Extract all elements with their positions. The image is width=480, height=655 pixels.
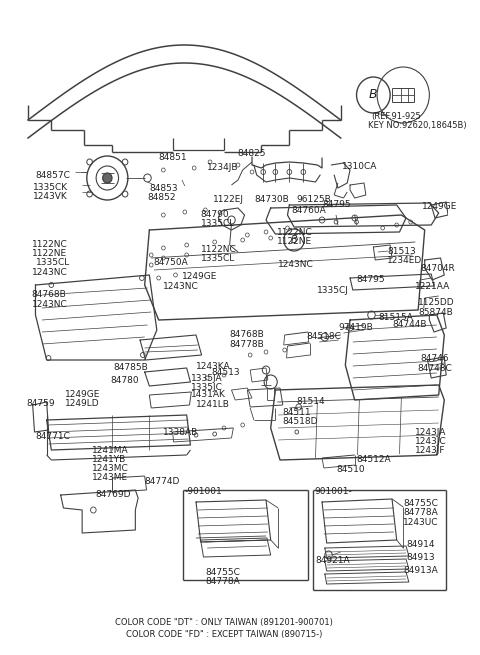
Text: 84750A: 84750A <box>153 258 188 267</box>
Text: 97419B: 97419B <box>338 323 372 332</box>
Text: 1243KA: 1243KA <box>196 362 230 371</box>
Text: 85874B: 85874B <box>418 308 453 317</box>
Text: 84785B: 84785B <box>114 363 149 372</box>
Text: -901001: -901001 <box>185 487 223 496</box>
Text: 84853: 84853 <box>149 184 178 193</box>
Text: 1249LD: 1249LD <box>65 399 100 408</box>
Text: 1249GE: 1249GE <box>182 272 217 281</box>
Text: 1243VK: 1243VK <box>33 192 67 201</box>
Text: 84913A: 84913A <box>403 566 438 575</box>
Text: 1249GE: 1249GE <box>65 390 101 399</box>
Text: 84755C: 84755C <box>403 499 438 508</box>
Text: 1125DD: 1125DD <box>418 298 455 307</box>
Text: 1310CA: 1310CA <box>342 162 377 171</box>
Text: 1243MC: 1243MC <box>92 464 128 473</box>
Text: 84778B: 84778B <box>229 340 264 349</box>
Text: 84768B: 84768B <box>32 290 67 299</box>
Text: 1243ME: 1243ME <box>92 473 128 482</box>
Text: 1335JC: 1335JC <box>192 383 223 392</box>
Text: 1241LB: 1241LB <box>196 400 230 409</box>
Text: 84518C: 84518C <box>306 332 341 341</box>
Text: 84778A: 84778A <box>205 577 240 586</box>
Text: 84857C: 84857C <box>36 171 71 180</box>
Text: 84921A: 84921A <box>315 556 350 565</box>
Text: 1234ED: 1234ED <box>387 256 422 265</box>
Text: 1335JA: 1335JA <box>192 374 223 383</box>
Text: 1335CK: 1335CK <box>33 183 68 192</box>
Text: 84730B: 84730B <box>255 195 289 204</box>
Text: 84774D: 84774D <box>144 477 180 486</box>
Text: 1122NE: 1122NE <box>277 237 312 246</box>
Text: B: B <box>369 88 378 102</box>
Text: 1243JA: 1243JA <box>415 428 447 437</box>
Text: 1243NC: 1243NC <box>32 268 68 277</box>
Text: 84913: 84913 <box>406 553 435 562</box>
Text: 84780: 84780 <box>110 376 139 385</box>
Text: 1335CL: 1335CL <box>201 219 235 228</box>
Text: 84755C: 84755C <box>205 568 240 577</box>
Text: KEY NO:92620,18645B): KEY NO:92620,18645B) <box>368 121 467 130</box>
Text: 1249GE: 1249GE <box>422 202 457 211</box>
Text: 1338AB: 1338AB <box>163 428 199 437</box>
Text: 1335CL: 1335CL <box>201 254 235 263</box>
Text: 84778A: 84778A <box>403 508 438 517</box>
Circle shape <box>103 173 112 183</box>
Text: 84746: 84746 <box>420 354 448 363</box>
Text: 84771C: 84771C <box>36 432 71 441</box>
Text: 1431AK: 1431AK <box>192 390 226 399</box>
Text: 84790: 84790 <box>201 210 229 219</box>
Text: COLOR CODE "FD" : EXCEPT TAIWAN (890715-): COLOR CODE "FD" : EXCEPT TAIWAN (890715-… <box>126 630 322 639</box>
Text: 84748C: 84748C <box>417 364 452 373</box>
Text: 901001-: 901001- <box>314 487 352 496</box>
Text: 84510: 84510 <box>336 465 365 474</box>
Text: 1221AA: 1221AA <box>415 282 451 291</box>
Text: 1241YB: 1241YB <box>92 455 126 464</box>
Text: 84760A: 84760A <box>291 206 326 215</box>
Text: 84759: 84759 <box>26 399 55 408</box>
Text: 1122NC: 1122NC <box>32 240 68 249</box>
Text: 1243UC: 1243UC <box>403 518 439 527</box>
Text: 81515A: 81515A <box>378 313 413 322</box>
Text: 81513: 81513 <box>387 247 416 256</box>
Text: 1241MA: 1241MA <box>92 446 128 455</box>
Text: 84518D: 84518D <box>282 417 317 426</box>
Text: 1243NC: 1243NC <box>163 282 199 291</box>
Text: 84795: 84795 <box>357 275 385 284</box>
Text: 84914: 84914 <box>406 540 434 549</box>
Text: 1234JB: 1234JB <box>207 163 239 172</box>
Text: 1243JC: 1243JC <box>415 437 447 446</box>
Text: 1243JF: 1243JF <box>415 446 446 455</box>
Text: 1335CL: 1335CL <box>36 258 70 267</box>
Text: 96125B: 96125B <box>297 195 332 204</box>
Text: 84512A: 84512A <box>357 455 391 464</box>
Text: (REF.91-925: (REF.91-925 <box>372 112 421 121</box>
Text: 84795: 84795 <box>322 200 351 209</box>
Text: 84852: 84852 <box>147 193 176 202</box>
Text: 84851: 84851 <box>159 153 187 162</box>
Text: 84768B: 84768B <box>229 330 264 339</box>
Text: 84744B: 84744B <box>392 320 427 329</box>
Text: 84704R: 84704R <box>420 264 455 273</box>
Text: 81514: 81514 <box>296 397 324 406</box>
Text: 1243NC: 1243NC <box>32 300 68 309</box>
Text: 1122EJ: 1122EJ <box>213 195 244 204</box>
Text: 1243NC: 1243NC <box>278 260 314 269</box>
Text: 84513: 84513 <box>211 368 240 377</box>
Text: 84769D: 84769D <box>95 490 131 499</box>
Text: 1122NC: 1122NC <box>201 245 237 254</box>
Text: 1122NC: 1122NC <box>277 228 313 237</box>
Text: COLOR CODE "DT" : ONLY TAIWAN (891201-900701): COLOR CODE "DT" : ONLY TAIWAN (891201-90… <box>115 618 333 627</box>
Text: B: B <box>291 235 298 245</box>
Text: 1122NE: 1122NE <box>32 249 67 258</box>
Text: 84825: 84825 <box>237 149 265 158</box>
Text: 84511: 84511 <box>282 408 311 417</box>
Text: 1335CJ: 1335CJ <box>317 286 349 295</box>
